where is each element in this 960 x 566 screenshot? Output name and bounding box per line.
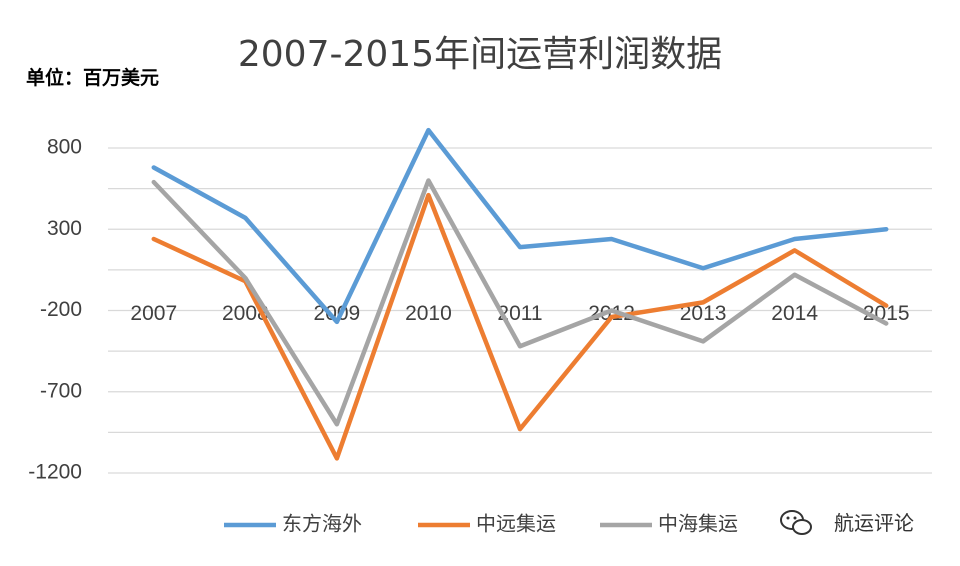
y-tick-label: -700 bbox=[40, 379, 82, 402]
watermark: 航运评论 bbox=[780, 510, 914, 535]
chart-title: 2007-2015年间运营利润数据 bbox=[238, 34, 722, 75]
series-line-2 bbox=[151, 178, 889, 427]
legend-label: 中远集运 bbox=[476, 512, 556, 536]
y-tick-label: 800 bbox=[47, 136, 82, 159]
series-line-1 bbox=[151, 192, 889, 461]
x-tick-label: 2007 bbox=[130, 302, 177, 325]
series-line-0 bbox=[151, 127, 889, 325]
gridlines bbox=[108, 147, 932, 474]
legend-label: 中海集运 bbox=[658, 512, 738, 536]
x-tick-label: 2012 bbox=[588, 302, 635, 325]
y-tick-label: -1200 bbox=[28, 461, 82, 484]
legend-label: 东方海外 bbox=[282, 512, 362, 536]
x-tick-label: 2010 bbox=[405, 302, 452, 325]
y-tick-label: 300 bbox=[47, 217, 82, 240]
legend: 东方海外 中远集运 中海集运 bbox=[224, 512, 738, 536]
series-lines bbox=[151, 127, 889, 461]
x-axis-ticks: 2007 2008 2009 2010 2011 2012 2013 2014 2015 bbox=[130, 302, 909, 325]
unit-label: 单位：百万美元 bbox=[26, 66, 159, 89]
x-tick-label: 2013 bbox=[680, 302, 727, 325]
x-tick-label: 2014 bbox=[771, 302, 818, 325]
watermark-text: 航运评论 bbox=[834, 511, 914, 535]
y-tick-label: -200 bbox=[40, 298, 82, 321]
y-axis-ticks: 800 300 -200 -700 -1200 bbox=[28, 136, 82, 484]
wechat-icon bbox=[780, 510, 812, 535]
x-tick-label: 2011 bbox=[497, 302, 542, 325]
